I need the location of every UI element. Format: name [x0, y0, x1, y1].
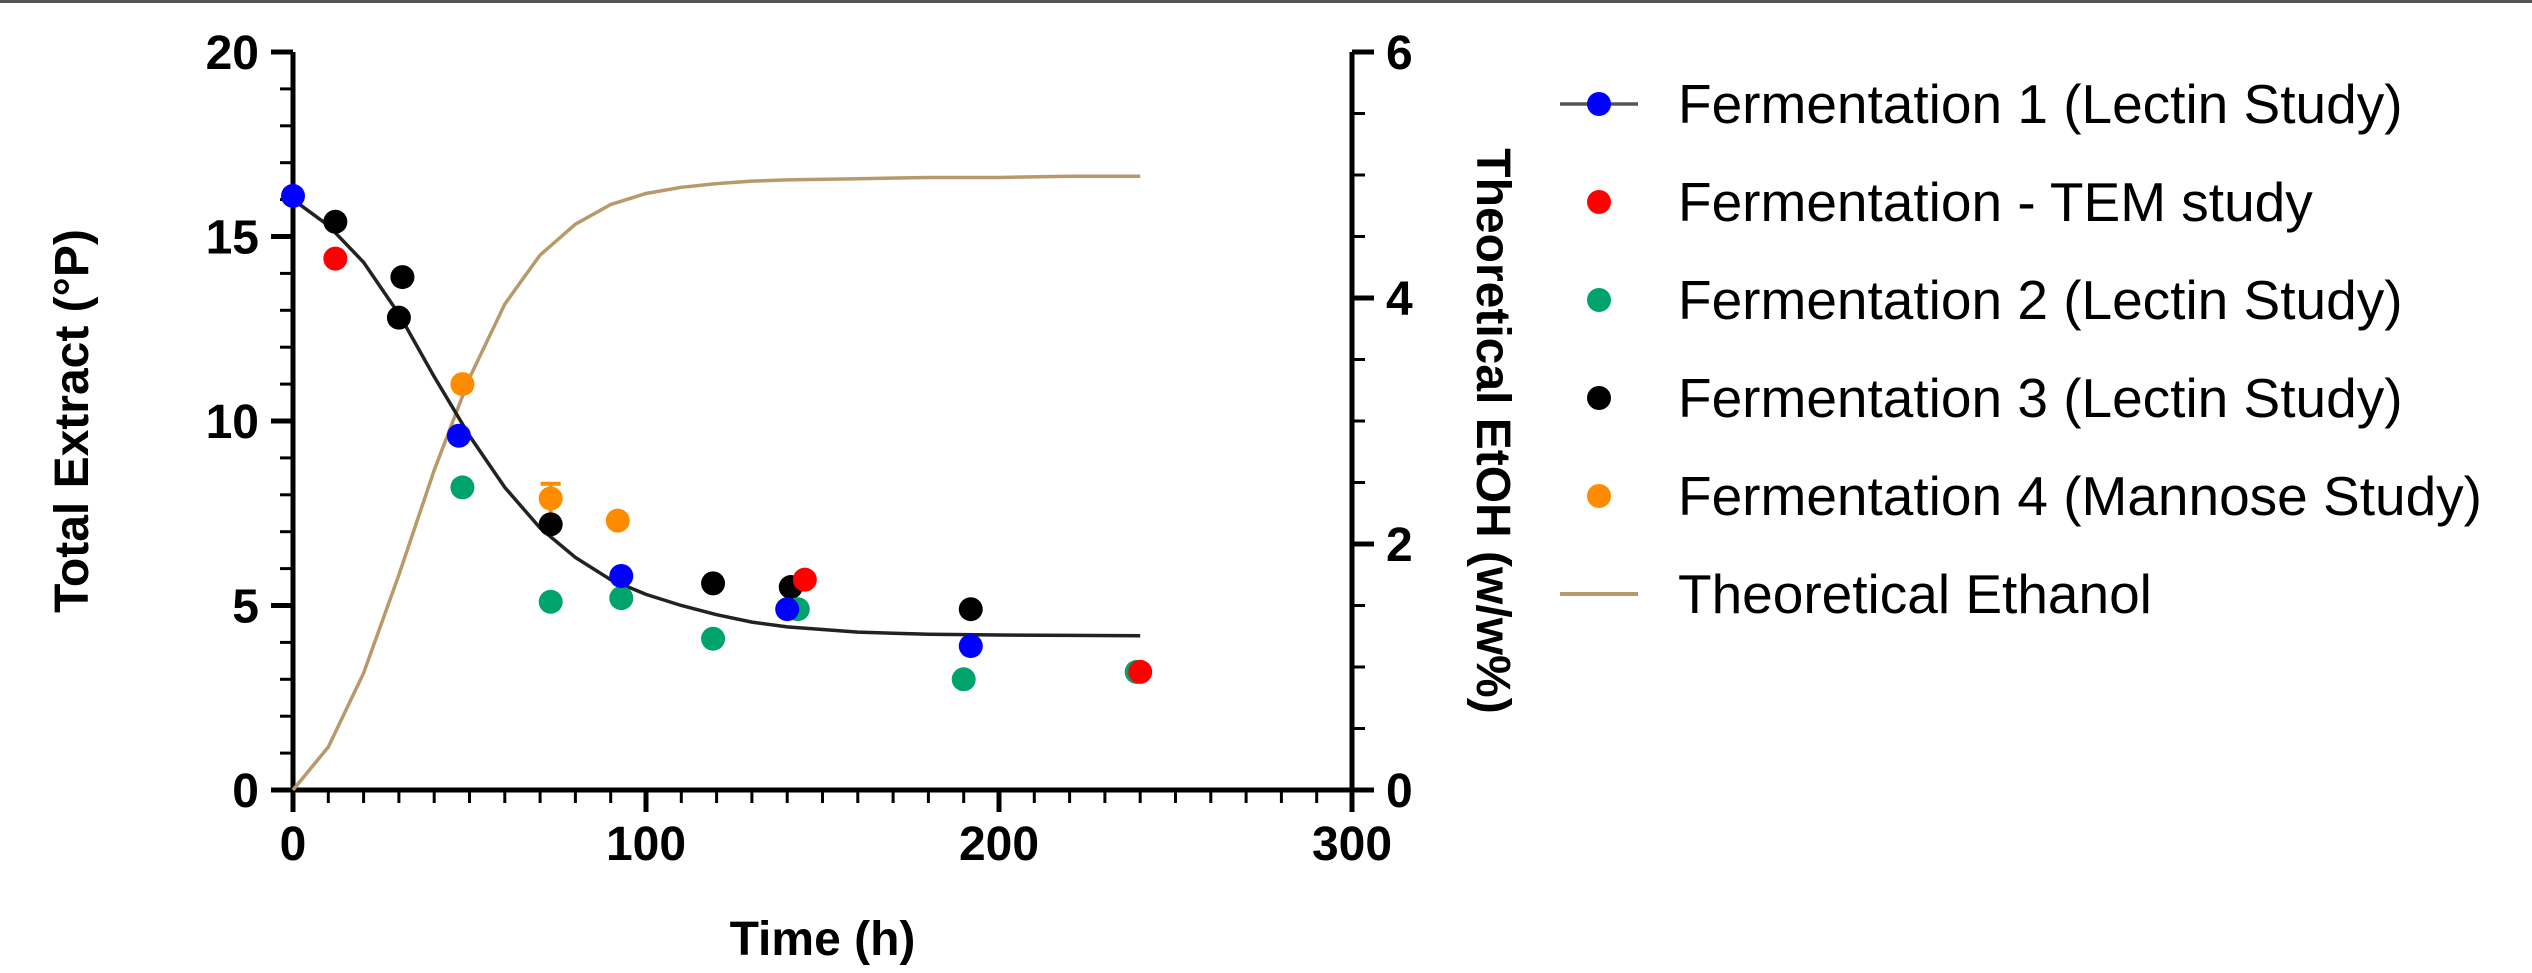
series-1-point — [281, 184, 305, 208]
y-right-tick-label: 6 — [1386, 27, 1413, 80]
legend-item: Fermentation 1 (Lectin Study) — [1560, 73, 2403, 135]
legend-swatch-marker — [1587, 92, 1611, 116]
legend-label: Fermentation 1 (Lectin Study) — [1678, 73, 2403, 135]
y-left-axis-title: Total Extract (°P) — [46, 229, 99, 613]
x-axis-title: Time (h) — [730, 913, 916, 966]
legend-item: Fermentation 4 (Mannose Study) — [1587, 465, 2482, 527]
legend-item: Fermentation 2 (Lectin Study) — [1587, 269, 2403, 331]
series-4-point — [390, 265, 414, 289]
series-4-point — [959, 597, 983, 621]
series-5-point — [606, 509, 630, 533]
series-1-point — [775, 597, 799, 621]
y-right-tick-label: 0 — [1386, 765, 1413, 818]
y-left-tick-label: 20 — [206, 27, 259, 80]
y-left-tick-label: 5 — [232, 581, 259, 634]
series-1-point — [447, 424, 471, 448]
y-right-tick-label: 4 — [1386, 273, 1413, 326]
legend-swatch-marker — [1587, 288, 1611, 312]
x-tick-label: 300 — [1312, 818, 1392, 871]
legend-label: Fermentation 4 (Mannose Study) — [1678, 465, 2482, 527]
x-tick-label: 100 — [606, 818, 686, 871]
series-4-point — [323, 210, 347, 234]
series-3-point — [450, 475, 474, 499]
series-4-point — [387, 306, 411, 330]
series-3-point — [701, 627, 725, 651]
series-3-point — [539, 590, 563, 614]
series-2-point — [1128, 660, 1152, 684]
fermentation-fit-curve — [293, 200, 1140, 636]
y-right-tick-label: 2 — [1386, 519, 1413, 572]
legend-swatch-marker — [1587, 484, 1611, 508]
series-2-point — [793, 568, 817, 592]
y-left-tick-label: 0 — [232, 765, 259, 818]
legend: Fermentation 1 (Lectin Study) Fermentatio… — [1560, 73, 2482, 625]
series-3-point — [952, 667, 976, 691]
x-tick-label: 0 — [280, 818, 307, 871]
series-5-point — [450, 372, 474, 396]
series-1-point — [959, 634, 983, 658]
legend-label: Fermentation 2 (Lectin Study) — [1678, 269, 2403, 331]
legend-swatch-marker — [1587, 386, 1611, 410]
legend-swatch-marker — [1587, 190, 1611, 214]
legend-label: Theoretical Ethanol — [1678, 563, 2152, 625]
legend-label: Fermentation 3 (Lectin Study) — [1678, 367, 2403, 429]
series-2-point — [323, 247, 347, 271]
legend-item: Fermentation 3 (Lectin Study) — [1587, 367, 2403, 429]
series-4-point — [539, 512, 563, 536]
plot-group — [281, 176, 1152, 790]
theoretical-ethanol-line — [293, 176, 1140, 790]
y-left-tick-label: 15 — [206, 212, 259, 265]
y-right-axis-title: Theoretical EtOH (w/w%) — [1466, 148, 1519, 713]
series-5-point — [539, 486, 563, 510]
series-1-point — [609, 564, 633, 588]
series-4-point — [701, 571, 725, 595]
series-3-point — [609, 586, 633, 610]
legend-label: Fermentation - TEM study — [1678, 171, 2313, 233]
x-tick-label: 200 — [959, 818, 1039, 871]
legend-item: Fermentation - TEM study — [1587, 171, 2313, 233]
y-left-tick-label: 10 — [206, 396, 259, 449]
legend-item: Theoretical Ethanol — [1560, 563, 2152, 625]
